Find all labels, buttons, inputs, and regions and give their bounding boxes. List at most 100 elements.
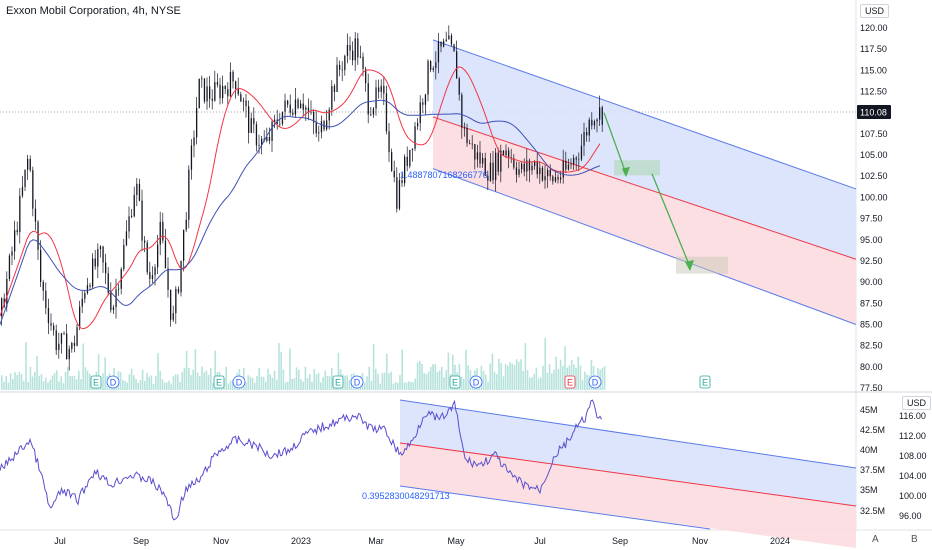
candle-body <box>21 186 24 196</box>
volume-bar <box>73 375 76 390</box>
candle-body <box>417 123 419 127</box>
candle-body <box>375 87 377 109</box>
price-axis: 120.00117.50115.00112.50110.00107.50105.… <box>860 23 888 393</box>
volume-bar <box>78 370 80 390</box>
candle-body <box>162 221 164 241</box>
price-currency-button[interactable]: USD <box>860 4 890 18</box>
arrow-head-1 <box>622 166 630 178</box>
event-marker: E <box>564 375 576 389</box>
volume-bar <box>269 374 271 390</box>
volume-bar <box>555 356 557 390</box>
volume-bar <box>20 373 23 390</box>
volume-bar <box>207 374 210 390</box>
candle-body <box>430 60 432 70</box>
candle-body <box>344 55 346 71</box>
candle-body <box>268 136 271 141</box>
candle-body <box>573 157 575 165</box>
candle-body <box>102 246 104 263</box>
candle-body <box>198 78 200 109</box>
candle-body <box>232 71 234 82</box>
candle-body <box>476 152 479 160</box>
volume-bar <box>23 380 25 390</box>
volume-bar <box>183 367 186 390</box>
candle-body <box>406 156 408 167</box>
volume-bar <box>267 368 269 390</box>
lower-channel-lower-fill <box>400 443 856 548</box>
volume-bar <box>295 367 298 390</box>
volume-bar <box>212 383 214 390</box>
candle-body <box>427 60 429 95</box>
lower-channel-upper-fill <box>400 400 856 506</box>
volume-bar <box>311 381 313 390</box>
volume-bar <box>581 379 584 390</box>
volume-bar <box>126 382 128 390</box>
volume-bar <box>27 381 29 390</box>
volume-bar <box>432 364 434 390</box>
candle-body <box>601 107 603 125</box>
volume-bar <box>1 375 3 390</box>
candle-body <box>396 177 398 209</box>
candle-body <box>60 333 63 344</box>
volume-bar <box>504 363 507 390</box>
log-scale-button[interactable]: B <box>911 534 918 545</box>
volume-bar <box>144 381 146 390</box>
candle-body <box>453 44 455 52</box>
candle-body <box>138 183 141 201</box>
earnings-icon <box>699 375 711 389</box>
volume-bar <box>284 382 287 390</box>
candle-body <box>474 144 476 160</box>
candle-body <box>300 103 302 108</box>
candle-body <box>448 35 450 40</box>
volume-bar <box>372 343 375 390</box>
volume-bar <box>414 378 417 390</box>
candle-body <box>544 176 546 181</box>
volume-bar <box>430 366 432 390</box>
candle-body <box>206 86 208 102</box>
candle-body <box>393 170 395 178</box>
volume-bar <box>315 374 318 390</box>
volume-bar <box>465 349 467 390</box>
candle-body <box>409 149 411 167</box>
candle-body <box>492 162 494 181</box>
volume-bar <box>273 370 276 390</box>
auto-scale-button[interactable]: A <box>872 534 879 545</box>
candle-body <box>437 41 440 63</box>
volume-bar <box>482 370 485 390</box>
volume-tick-label: 32.5M <box>860 506 885 516</box>
volume-bar <box>141 369 144 390</box>
volume-bar <box>392 383 395 390</box>
volume-bar <box>124 380 126 390</box>
volume-bar <box>306 377 309 390</box>
candle-body <box>193 137 195 146</box>
candle-body <box>68 348 70 360</box>
volume-bar <box>502 376 505 390</box>
candle-body <box>487 175 489 181</box>
candle-body <box>183 229 185 261</box>
volume-bar <box>201 366 203 390</box>
volume-bar <box>229 380 232 390</box>
volume-bar <box>331 368 333 390</box>
volume-bar <box>551 373 553 390</box>
volume-bar <box>544 337 546 390</box>
fast-moving-average <box>0 66 601 330</box>
candle-body <box>422 102 424 105</box>
lower-left-axis: 45M 42.5M 40M 37.5M 35M 32.5M <box>860 405 885 516</box>
candle-body <box>596 119 598 122</box>
candle-body <box>107 273 109 293</box>
volume-bar <box>309 373 311 390</box>
volume-bar <box>170 383 172 390</box>
volume-bar <box>529 377 531 390</box>
price-tick-label: 102.50 <box>860 171 888 181</box>
last-price-label: 110.08 <box>860 108 887 118</box>
candle-body <box>3 298 5 307</box>
candle-body <box>177 288 180 293</box>
volume-bar <box>102 373 104 390</box>
volume-bar <box>375 368 377 390</box>
indicator-currency-button[interactable]: USD <box>902 396 932 410</box>
volume-bar <box>133 375 135 390</box>
candle-body <box>6 278 8 307</box>
indicator-tick-label: 104.00 <box>899 471 927 481</box>
volume-bar <box>97 354 100 390</box>
volume-bar <box>7 382 10 390</box>
